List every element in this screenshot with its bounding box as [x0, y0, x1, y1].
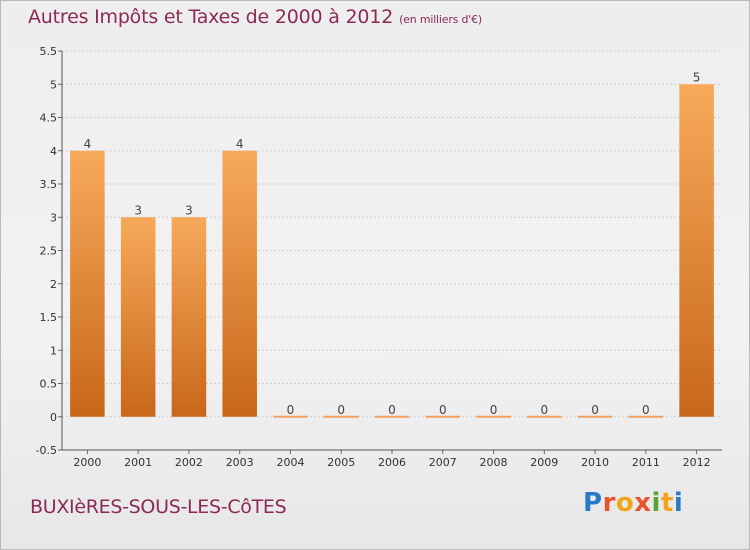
- proxiti-logo: Proxiti: [583, 488, 683, 518]
- x-tick-labels: 2000 2001 2002 2003 2004 2005 2006 2007 2008 2009…: [73, 456, 710, 469]
- x-tick-label: 2012: [683, 456, 711, 469]
- chart-title: Autres Impôts et Taxes de 2000 à 2012 (en…: [28, 6, 482, 28]
- x-tick-label: 2002: [175, 456, 203, 469]
- x-tick-label: 2000: [73, 456, 101, 469]
- y-tick-label: 4.5: [40, 112, 58, 125]
- logo-letter: r: [602, 488, 616, 518]
- bar-2003: [222, 150, 257, 417]
- data-label: 5: [693, 70, 701, 84]
- axes: [58, 50, 722, 454]
- y-tick-labels: -0.5 0 0.5 1 1.5 2 2.5 3 3.5 4 4.5 5 5.5: [36, 45, 57, 457]
- logo-letter: P: [583, 488, 603, 518]
- y-tick-label: 1.5: [40, 311, 58, 324]
- chart-unit: (en milliers d'€): [399, 13, 482, 26]
- data-label: 0: [591, 403, 599, 417]
- chart-title-text: Autres Impôts et Taxes de 2000 à 2012: [28, 6, 394, 28]
- x-tick-label: 2003: [226, 456, 254, 469]
- y-tick-label: 1: [50, 344, 57, 357]
- x-tick-label: 2009: [530, 456, 558, 469]
- data-label: 0: [388, 403, 396, 417]
- data-labels: 4 3 3 4 0 0 0 0 0 0 0 0 5: [84, 70, 701, 417]
- logo-letter: x: [634, 488, 652, 518]
- x-tick-label: 2007: [429, 456, 457, 469]
- y-tick-label: 2: [50, 278, 57, 291]
- y-tick-label: 0: [50, 411, 57, 424]
- y-tick-label: -0.5: [36, 444, 57, 457]
- data-label: 0: [439, 403, 447, 417]
- bar-2000: [70, 150, 105, 417]
- bar-2002: [171, 217, 207, 417]
- data-label: 0: [287, 403, 295, 417]
- data-label: 4: [236, 137, 244, 151]
- y-tick-label: 5.5: [40, 45, 58, 58]
- x-tick-label: 2006: [378, 456, 406, 469]
- x-tick-label: 2001: [124, 456, 152, 469]
- grid-lines: [62, 50, 722, 451]
- x-tick-label: 2008: [480, 456, 508, 469]
- x-tick-label: 2004: [276, 456, 304, 469]
- logo-letter: t: [660, 488, 674, 518]
- x-tick-label: 2011: [632, 456, 660, 469]
- data-label: 3: [185, 203, 193, 217]
- y-tick-label: 4: [50, 145, 57, 158]
- data-label: 3: [134, 203, 142, 217]
- bar-2012: [679, 84, 714, 417]
- y-tick-label: 3.5: [40, 178, 58, 191]
- y-tick-label: 3: [50, 211, 57, 224]
- data-label: 0: [642, 403, 650, 417]
- logo-letter: i: [651, 488, 661, 518]
- data-label: 4: [84, 137, 92, 151]
- x-tick-label: 2005: [327, 456, 355, 469]
- x-tick-label: 2010: [581, 456, 609, 469]
- bars: [70, 84, 714, 418]
- bar-2001: [120, 217, 156, 417]
- y-tick-label: 0.5: [40, 378, 58, 391]
- commune-name: BUXIèRES-SOUS-LES-CôTES: [30, 496, 287, 518]
- data-label: 0: [490, 403, 498, 417]
- data-label: 0: [337, 403, 345, 417]
- data-label: 0: [540, 403, 548, 417]
- y-tick-label: 2.5: [40, 245, 58, 258]
- logo-letter: o: [615, 488, 635, 518]
- logo-letter: i: [673, 488, 684, 518]
- y-tick-label: 5: [50, 78, 57, 91]
